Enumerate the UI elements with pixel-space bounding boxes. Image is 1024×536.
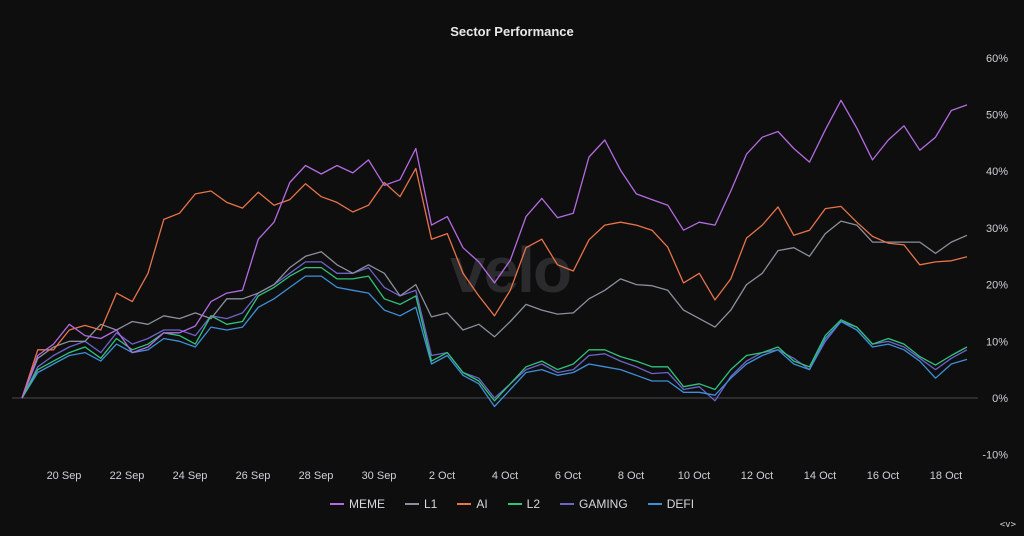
legend-label: MEME: [348, 497, 385, 511]
y-tick-label: 10%: [986, 336, 1008, 348]
legend-item-l1[interactable]: L1: [404, 497, 438, 511]
y-tick-label: 40%: [986, 166, 1008, 178]
x-tick-label: 20 Sep: [47, 470, 82, 482]
y-tick-label: 30%: [986, 223, 1008, 235]
series-line-l1: [21, 220, 968, 399]
x-tick-label: 30 Sep: [362, 470, 397, 482]
series-line-defi: [21, 275, 968, 408]
corner-label[interactable]: <v>: [999, 520, 1016, 530]
legend-swatch: [647, 503, 662, 505]
x-tick-label: 22 Sep: [110, 470, 145, 482]
series-lines: [21, 99, 968, 408]
legend-label: DEFI: [666, 497, 695, 511]
chart-title: Sector Performance: [450, 24, 574, 39]
legend-item-gaming[interactable]: GAMING: [560, 497, 628, 511]
legend-label: AI: [476, 497, 488, 511]
legend-swatch: [404, 503, 419, 505]
legend-swatch: [329, 503, 344, 505]
x-tick-label: 28 Sep: [299, 470, 334, 482]
y-tick-label: 20%: [986, 280, 1008, 292]
x-tick-label: 16 Oct: [867, 470, 899, 482]
legend-swatch: [457, 503, 472, 505]
x-tick-label: 26 Sep: [236, 470, 271, 482]
y-axis: 60% 50% 40% 30% 20% 10% 0% -10%: [982, 53, 1008, 462]
legend-item-l2[interactable]: L2: [507, 497, 541, 511]
legend-swatch: [560, 503, 575, 505]
series-line-meme: [21, 99, 968, 399]
legend: MEME L1 AI L2 GAMING DEFI: [0, 497, 1024, 511]
legend-item-ai[interactable]: AI: [457, 497, 488, 511]
x-axis: 20 Sep 22 Sep 24 Sep 26 Sep 28 Sep 30 Sep 2 Oc…: [47, 470, 963, 482]
legend-label: GAMING: [579, 497, 628, 511]
legend-label: L2: [526, 497, 541, 511]
x-tick-label: 10 Oct: [678, 470, 710, 482]
legend-swatch: [507, 503, 522, 505]
y-tick-label: -10%: [982, 450, 1008, 462]
x-tick-label: 8 Oct: [618, 470, 644, 482]
series-line-l2: [21, 266, 968, 402]
y-tick-label: 50%: [986, 110, 1008, 122]
x-tick-label: 4 Oct: [492, 470, 518, 482]
legend-item-meme[interactable]: MEME: [329, 497, 385, 511]
x-tick-label: 24 Sep: [173, 470, 208, 482]
legend-item-defi[interactable]: DEFI: [647, 497, 695, 511]
x-tick-label: 18 Oct: [930, 470, 962, 482]
x-tick-label: 12 Oct: [741, 470, 773, 482]
x-tick-label: 2 Oct: [429, 470, 455, 482]
legend-label: L1: [423, 497, 438, 511]
x-tick-label: 14 Oct: [804, 470, 836, 482]
velo-watermark: velo: [450, 234, 570, 306]
y-tick-label: 60%: [986, 53, 1008, 65]
y-tick-label: 0%: [992, 393, 1008, 405]
series-line-ai: [21, 167, 968, 399]
x-tick-label: 6 Oct: [555, 470, 581, 482]
